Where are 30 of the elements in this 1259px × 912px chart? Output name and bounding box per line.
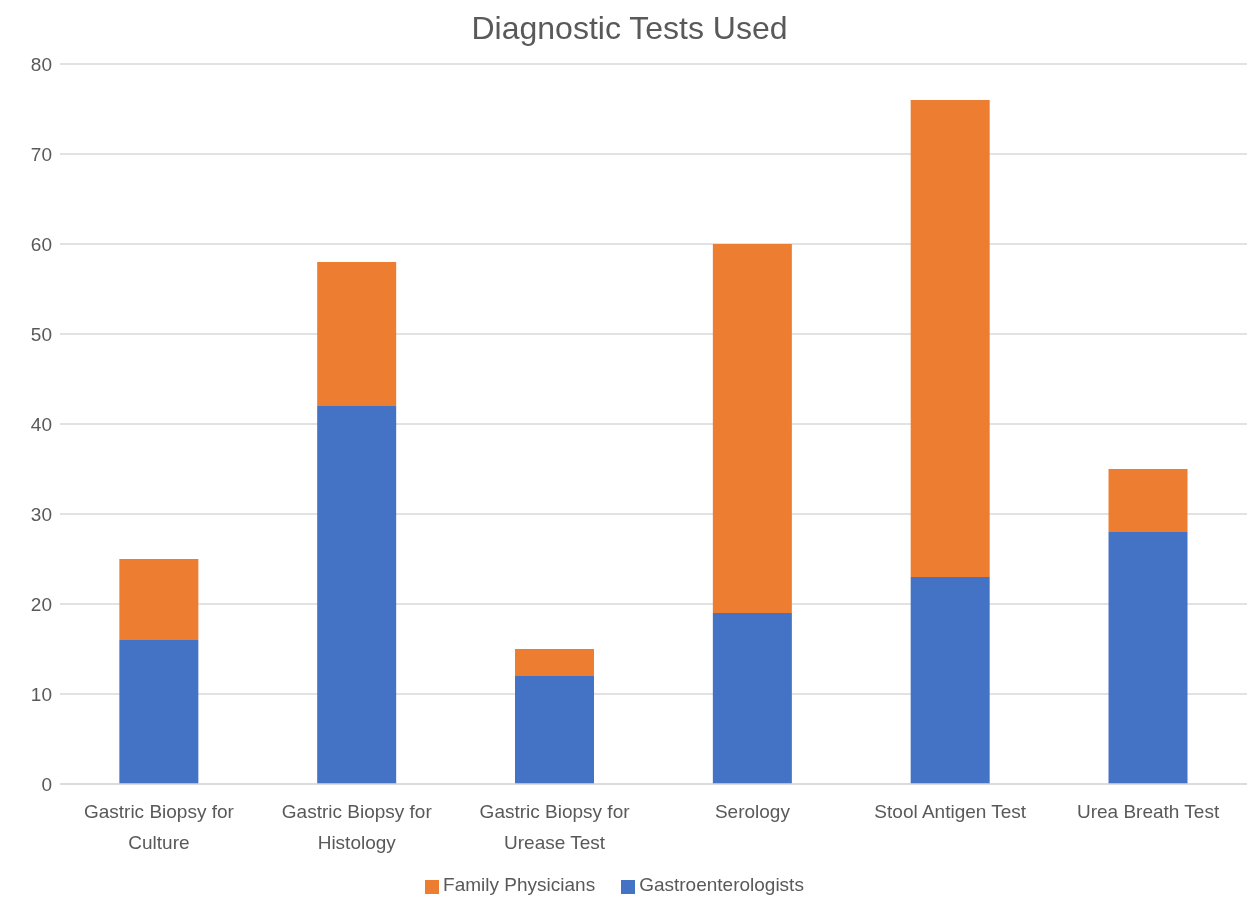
bar xyxy=(910,100,990,577)
bar xyxy=(1108,532,1188,784)
bar xyxy=(910,577,990,784)
bar xyxy=(317,262,397,406)
y-tick-label: 50 xyxy=(30,323,52,345)
y-tick-label: 0 xyxy=(41,773,52,795)
bar xyxy=(515,676,595,784)
y-tick-label: 80 xyxy=(30,53,52,75)
x-tick-label: Gastric Biopsy for Urease Test xyxy=(479,801,631,853)
x-tick-label: Serology xyxy=(714,801,791,822)
bar xyxy=(515,649,595,676)
bar xyxy=(712,613,792,784)
bar xyxy=(712,244,792,613)
y-tick-label: 60 xyxy=(30,233,52,255)
bar xyxy=(119,559,199,640)
x-tick-label: Gastric Biopsy for Histology xyxy=(281,801,433,853)
y-tick-label: 40 xyxy=(30,413,52,435)
y-tick-label: 10 xyxy=(30,683,52,705)
bar xyxy=(119,640,199,784)
x-tick-label: Gastric Biopsy for Culture xyxy=(83,801,235,853)
bar xyxy=(317,406,397,784)
y-tick-label: 30 xyxy=(30,503,52,525)
chart-title: Diagnostic Tests Used xyxy=(471,10,788,46)
y-tick-label: 70 xyxy=(30,143,52,165)
bar xyxy=(1108,469,1188,532)
y-tick-label: 20 xyxy=(30,593,52,615)
legend-label: Gastroenterologists xyxy=(639,874,804,895)
legend-label: Family Physicians xyxy=(443,874,596,895)
x-tick-label: Stool Antigen Test xyxy=(874,801,1027,822)
x-tick-label: Urea Breath Test xyxy=(1076,801,1220,822)
